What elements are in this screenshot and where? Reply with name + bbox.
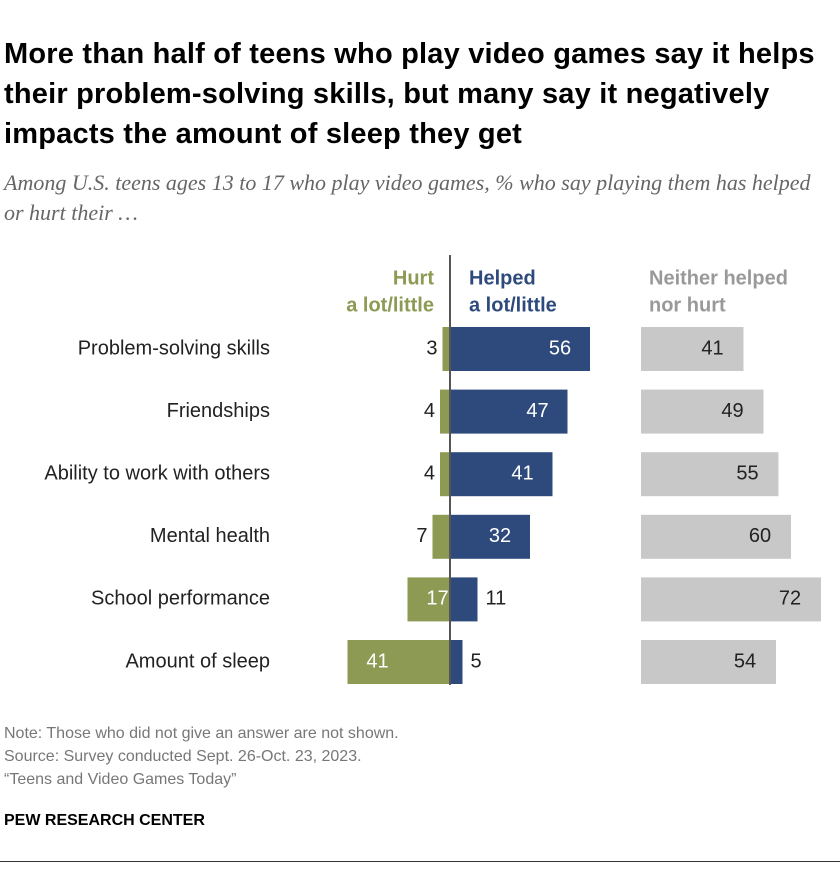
bar-neither bbox=[641, 452, 779, 497]
value-label-helped: 41 bbox=[511, 462, 533, 484]
bar-neither bbox=[641, 514, 791, 559]
diverging-bar-chart: Hurt a lot/little Helped a lot/little Neithe… bbox=[44, 255, 821, 685]
bar-hurt bbox=[407, 577, 450, 622]
category-label: Problem-solving skills bbox=[78, 337, 270, 359]
bar-neither bbox=[641, 640, 776, 684]
value-label-helped: 56 bbox=[549, 337, 571, 359]
value-label-neither: 41 bbox=[701, 337, 723, 359]
report-line: “Teens and Video Games Today” bbox=[4, 771, 237, 788]
bar-hurt bbox=[347, 640, 450, 684]
bar-neither bbox=[641, 327, 744, 371]
bar-neither bbox=[641, 577, 821, 622]
chart-title: More than half of teens who play video g… bbox=[4, 38, 815, 150]
bottom-rule bbox=[0, 861, 840, 862]
bar-hurt bbox=[440, 389, 450, 434]
source-line: Source: Survey conducted Sept. 26-Oct. 2… bbox=[4, 748, 362, 765]
legend-hurt-label: a lot/little bbox=[346, 294, 434, 316]
legend-hurt-label: Hurt bbox=[393, 267, 434, 289]
bar-helped bbox=[450, 452, 553, 497]
value-label-neither: 49 bbox=[721, 400, 743, 422]
legend-neither-label: Neither helped bbox=[649, 267, 788, 289]
category-label: Friendships bbox=[167, 400, 270, 422]
bar-helped bbox=[450, 327, 590, 371]
bar-hurt bbox=[442, 327, 450, 371]
value-label-hurt: 7 bbox=[416, 525, 427, 547]
value-label-neither: 72 bbox=[779, 588, 801, 610]
note-line: Note: Those who did not give an answer a… bbox=[4, 725, 399, 742]
bar-hurt bbox=[432, 514, 450, 559]
value-label-helped: 32 bbox=[489, 525, 511, 547]
value-label-hurt: 17 bbox=[426, 588, 448, 610]
category-label: Ability to work with others bbox=[44, 462, 270, 484]
value-label-hurt: 3 bbox=[426, 337, 437, 359]
value-label-neither: 54 bbox=[734, 650, 756, 672]
brand-logo-text: PEW RESEARCH CENTER bbox=[4, 812, 205, 829]
bar-helped bbox=[450, 577, 478, 622]
legend-helped-label: a lot/little bbox=[469, 294, 557, 316]
value-label-hurt: 4 bbox=[424, 400, 435, 422]
bar-neither bbox=[641, 389, 764, 434]
value-label-neither: 60 bbox=[749, 525, 771, 547]
notes: Note: Those who did not give an answer a… bbox=[4, 722, 399, 791]
legend-helped-label: Helped bbox=[469, 267, 536, 289]
category-label: Amount of sleep bbox=[125, 650, 270, 672]
bar-hurt bbox=[440, 452, 450, 497]
category-label: Mental health bbox=[150, 525, 270, 547]
value-label-neither: 55 bbox=[736, 462, 758, 484]
bar-helped bbox=[450, 389, 568, 434]
legend-neither-label: nor hurt bbox=[649, 294, 726, 316]
value-label-hurt: 4 bbox=[424, 462, 435, 484]
value-label-hurt: 41 bbox=[366, 650, 388, 672]
chart-subtitle: Among U.S. teens ages 13 to 17 who play … bbox=[4, 170, 811, 225]
value-label-helped: 47 bbox=[526, 400, 548, 422]
value-label-helped: 11 bbox=[486, 588, 507, 610]
value-label-helped: 5 bbox=[471, 650, 482, 672]
bar-helped bbox=[450, 640, 463, 684]
category-label: School performance bbox=[91, 588, 270, 610]
bar-helped bbox=[450, 514, 530, 559]
